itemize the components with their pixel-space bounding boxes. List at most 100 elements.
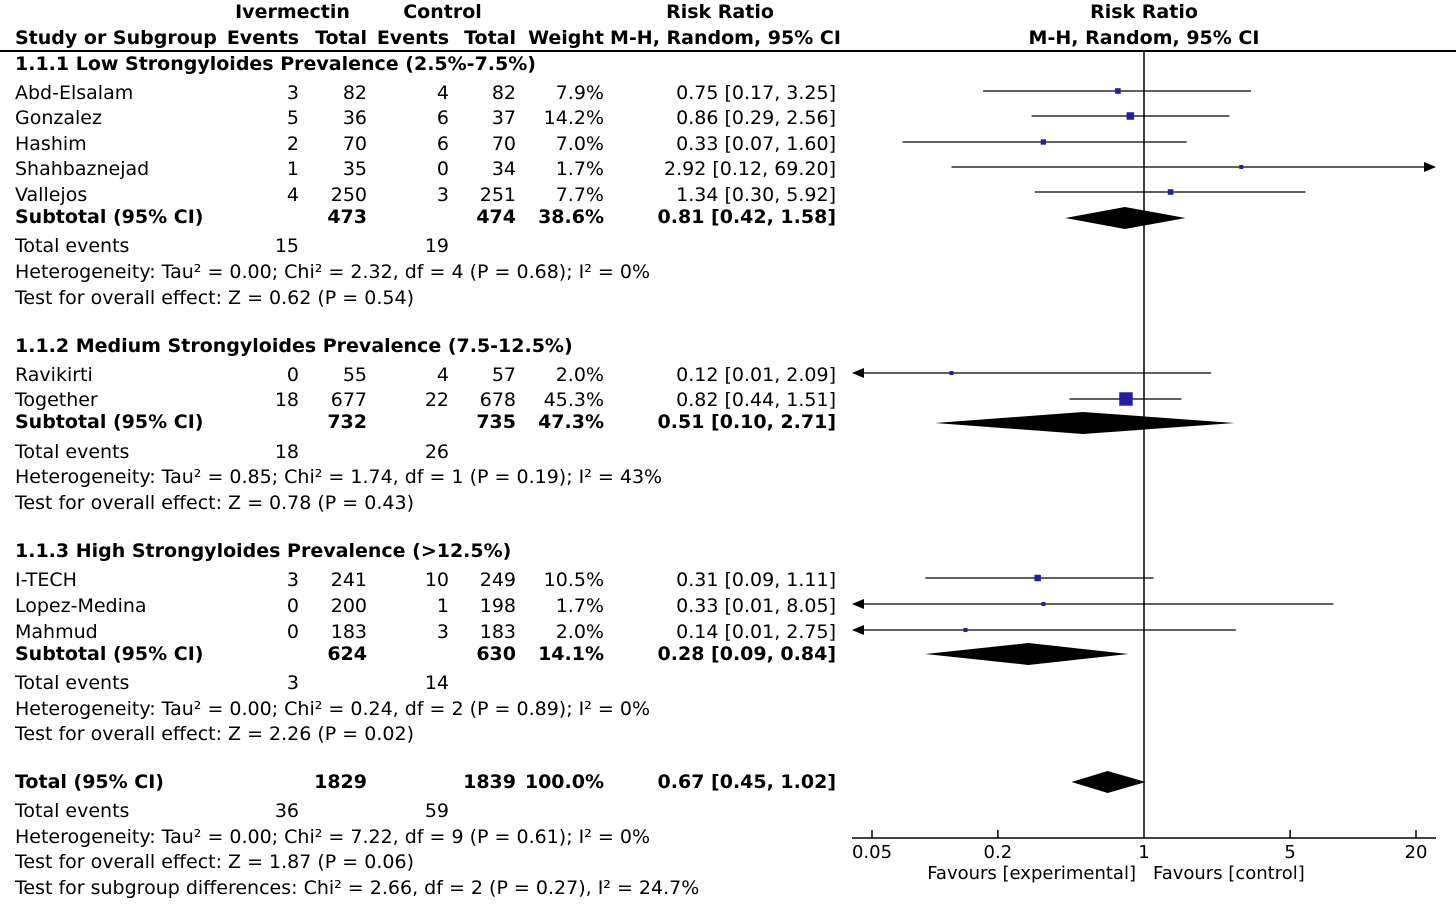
method-header: M-H, Random, 95% CI (610, 27, 841, 49)
study-weight: 2.0% (555, 364, 604, 386)
total2-header: Total (464, 27, 516, 49)
study-events2: 3 (436, 621, 449, 643)
study-total2: 249 (479, 569, 516, 591)
study-ci: 0.14 [0.01, 2.75] (676, 621, 836, 643)
pooled-diamond (925, 643, 1129, 665)
study-events1: 0 (286, 364, 299, 386)
overall-effect-text: Test for overall effect: Z = 1.87 (P = 0… (15, 851, 414, 873)
x-tick-label: 5 (1284, 842, 1295, 863)
overall-effect-text: Test for overall effect: Z = 0.62 (P = 0… (15, 287, 414, 309)
study-events1: 18 (274, 389, 299, 411)
study-total2: 70 (491, 133, 516, 155)
study-name: Ravikirti (15, 364, 93, 386)
x-tick-label: 20 (1405, 842, 1428, 863)
study-total2: 198 (479, 595, 516, 617)
subtotal-total2: 474 (476, 206, 516, 228)
study-events1: 1 (286, 158, 299, 180)
subgroup-title: 1.1.3 High Strongyloides Prevalence (>12… (15, 540, 512, 562)
study-column-header: Study or Subgroup (15, 27, 217, 49)
study-ci: 0.86 [0.29, 2.56] (676, 107, 836, 129)
subtotal-ci: 0.51 [0.10, 2.71] (657, 411, 836, 433)
heterogeneity-text: Heterogeneity: Tau² = 0.00; Chi² = 2.32,… (15, 261, 651, 283)
study-name: Mahmud (15, 621, 98, 643)
x-tick-label: 0.2 (984, 842, 1013, 863)
pooled-diamond (1065, 207, 1186, 229)
study-total1: 35 (342, 158, 367, 180)
study-name: I-TECH (15, 569, 77, 591)
total-events-label: Total events (15, 800, 130, 822)
study-name: Lopez-Medina (15, 595, 147, 617)
total-ci: 0.67 [0.45, 1.02] (657, 771, 836, 793)
study-ci: 0.12 [0.01, 2.09] (676, 364, 836, 386)
subtotal-total1: 732 (327, 411, 367, 433)
study-events2: 0 (436, 158, 449, 180)
subtotal-total1: 473 (327, 206, 367, 228)
study-total2: 183 (479, 621, 516, 643)
subtotal-ci: 0.28 [0.09, 0.84] (657, 643, 836, 665)
study-events1: 4 (286, 184, 299, 206)
total-events1: 18 (274, 441, 299, 463)
total-events2: 59 (424, 800, 449, 822)
study-square (963, 628, 968, 632)
study-name: Vallejos (15, 184, 88, 206)
study-events2: 4 (436, 364, 449, 386)
study-square (1040, 139, 1046, 145)
study-events2: 4 (436, 82, 449, 104)
heterogeneity-text: Heterogeneity: Tau² = 0.00; Chi² = 0.24,… (15, 698, 651, 720)
study-square (1034, 574, 1041, 582)
rr-column-title: Risk Ratio (666, 1, 774, 23)
study-total1: 250 (330, 184, 367, 206)
study-events2: 6 (436, 133, 449, 155)
total-events-label: Total events (15, 672, 130, 694)
total-events2: 14 (424, 672, 449, 694)
ci-arrow-left (852, 368, 864, 378)
study-total2: 37 (491, 107, 516, 129)
study-total1: 82 (342, 82, 367, 104)
study-events1: 2 (286, 133, 299, 155)
total-events-label: Total events (15, 235, 130, 257)
study-events1: 0 (286, 621, 299, 643)
study-weight: 10.5% (543, 569, 604, 591)
plot-method-header: M-H, Random, 95% CI (1028, 27, 1260, 49)
study-weight: 1.7% (555, 595, 604, 617)
overall-effect-text: Test for overall effect: Z = 2.26 (P = 0… (15, 723, 414, 745)
study-events2: 1 (436, 595, 449, 617)
study-name: Gonzalez (15, 107, 102, 129)
study-square (1041, 602, 1046, 606)
events2-header: Events (376, 27, 449, 49)
ci-arrow-left (852, 599, 864, 609)
study-events2: 3 (436, 184, 449, 206)
ci-arrow-left (852, 625, 864, 635)
favours-control-label: Favours [control] (1153, 863, 1305, 884)
subtotal-label: Subtotal (95% CI) (15, 643, 204, 665)
study-total2: 57 (491, 364, 516, 386)
total-total1: 1829 (314, 771, 367, 793)
subtotal-total1: 624 (327, 643, 367, 665)
total-weight: 100.0% (524, 771, 604, 793)
header-rule (0, 50, 1456, 52)
study-total1: 55 (342, 364, 367, 386)
study-events1: 0 (286, 595, 299, 617)
subtotal-ci: 0.81 [0.42, 1.58] (657, 206, 836, 228)
weight-header: Weight (528, 27, 604, 49)
study-events1: 3 (286, 82, 299, 104)
study-ci: 0.75 [0.17, 3.25] (676, 82, 836, 104)
subgroup-differences-text: Test for subgroup differences: Chi² = 2.… (15, 877, 700, 899)
plot-title: Risk Ratio (1090, 1, 1198, 23)
study-weight: 14.2% (543, 107, 604, 129)
subtotal-weight: 47.3% (538, 411, 604, 433)
subtotal-weight: 38.6% (538, 206, 604, 228)
total-events1: 15 (274, 235, 299, 257)
study-square (1167, 189, 1174, 195)
group1-header: Ivermectin (235, 1, 350, 23)
subtotal-total2: 735 (476, 411, 516, 433)
study-events1: 5 (286, 107, 299, 129)
total-events-label: Total events (15, 441, 130, 463)
study-events2: 22 (424, 389, 449, 411)
pooled-diamond (934, 412, 1235, 434)
total1-header: Total (315, 27, 367, 49)
study-square (949, 371, 954, 375)
total-total2: 1839 (463, 771, 516, 793)
study-total1: 677 (330, 389, 367, 411)
